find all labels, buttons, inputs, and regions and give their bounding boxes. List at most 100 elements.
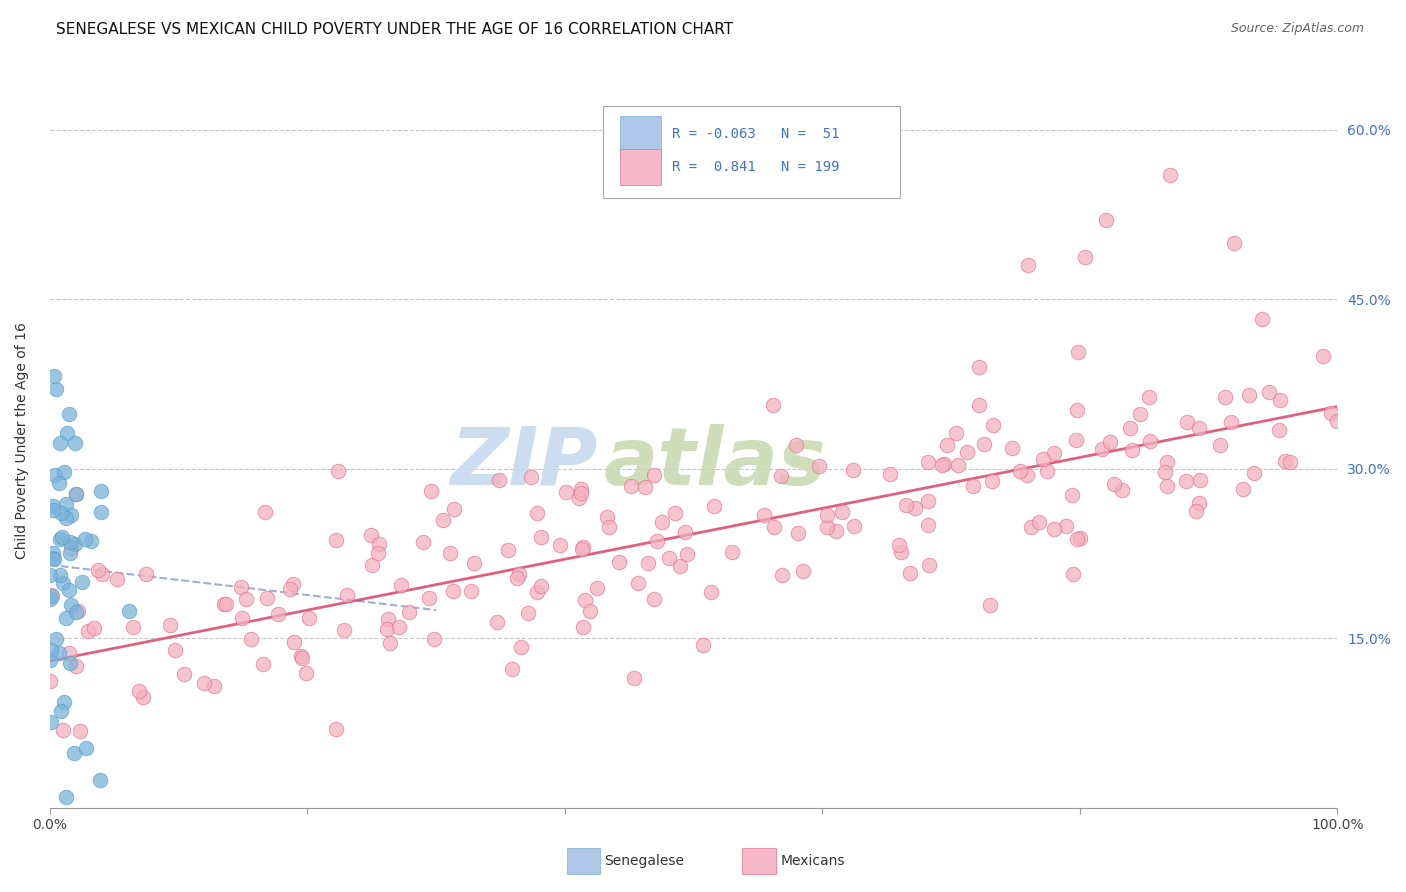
Point bbox=[579, 604, 602, 618]
Text: R = -0.063   N =  51: R = -0.063 N = 51 bbox=[672, 127, 839, 141]
Point bbox=[1278, 455, 1301, 469]
Text: ZIP: ZIP bbox=[450, 424, 598, 501]
Point bbox=[669, 559, 692, 574]
Point bbox=[42, 550, 65, 565]
Point bbox=[55, 497, 77, 511]
Point bbox=[367, 546, 389, 560]
Point bbox=[105, 572, 128, 586]
Text: Source: ZipAtlas.com: Source: ZipAtlas.com bbox=[1230, 22, 1364, 36]
Point bbox=[90, 505, 112, 519]
Point bbox=[1066, 532, 1088, 546]
Point bbox=[193, 676, 215, 690]
Point bbox=[45, 383, 67, 397]
Point bbox=[377, 623, 399, 637]
Point bbox=[1036, 464, 1059, 478]
Point bbox=[752, 508, 775, 522]
Point bbox=[59, 546, 82, 560]
Point bbox=[956, 444, 979, 458]
Point bbox=[51, 530, 73, 544]
Point bbox=[52, 695, 75, 709]
Point bbox=[572, 620, 595, 634]
Point bbox=[520, 470, 543, 484]
Point bbox=[692, 638, 714, 652]
Point bbox=[90, 484, 112, 499]
Point bbox=[463, 557, 485, 571]
Point bbox=[1220, 415, 1243, 429]
Point bbox=[59, 535, 82, 549]
Point bbox=[51, 704, 73, 718]
Point bbox=[488, 473, 510, 487]
Point bbox=[627, 576, 650, 591]
Point bbox=[65, 536, 87, 550]
Point bbox=[388, 620, 411, 634]
Point bbox=[39, 588, 62, 602]
Point bbox=[48, 475, 70, 490]
Point bbox=[1239, 388, 1261, 402]
Point bbox=[252, 657, 274, 671]
Point bbox=[254, 505, 277, 519]
Point bbox=[815, 519, 838, 533]
Point bbox=[1032, 451, 1054, 466]
Point bbox=[44, 552, 66, 566]
Point bbox=[1091, 442, 1114, 457]
Point bbox=[63, 436, 86, 450]
Point bbox=[325, 722, 347, 736]
Point bbox=[1001, 442, 1024, 456]
Text: atlas: atlas bbox=[603, 424, 827, 501]
Point bbox=[135, 567, 157, 582]
Point bbox=[831, 505, 853, 519]
Point bbox=[326, 464, 349, 478]
Point bbox=[1062, 488, 1084, 502]
Point bbox=[1209, 438, 1232, 452]
Point bbox=[377, 611, 399, 625]
Point bbox=[336, 588, 359, 602]
Point bbox=[721, 545, 744, 559]
Point bbox=[69, 724, 91, 739]
Point bbox=[763, 519, 786, 533]
Point bbox=[1102, 477, 1125, 491]
Y-axis label: Child Poverty Under the Age of 16: Child Poverty Under the Age of 16 bbox=[15, 322, 30, 559]
Point bbox=[1073, 250, 1095, 264]
Point bbox=[360, 528, 382, 542]
Point bbox=[657, 551, 679, 566]
Point bbox=[673, 525, 696, 540]
Text: R =  0.841   N = 199: R = 0.841 N = 199 bbox=[672, 160, 839, 174]
Point bbox=[530, 579, 553, 593]
Point bbox=[65, 487, 87, 501]
Point bbox=[44, 467, 66, 482]
Point bbox=[132, 690, 155, 704]
Point bbox=[1251, 312, 1274, 326]
Point bbox=[73, 532, 96, 546]
Point bbox=[785, 438, 807, 452]
Point bbox=[643, 592, 665, 607]
Point bbox=[39, 568, 62, 582]
Point bbox=[844, 519, 866, 533]
Point bbox=[1008, 464, 1031, 478]
Point bbox=[1243, 466, 1265, 480]
Point bbox=[39, 652, 62, 666]
Point bbox=[634, 480, 657, 494]
Point bbox=[294, 666, 316, 681]
Point bbox=[508, 567, 530, 582]
Point bbox=[1119, 421, 1142, 435]
Point bbox=[231, 581, 253, 595]
Point bbox=[973, 437, 995, 451]
Point bbox=[598, 520, 620, 534]
Point bbox=[1188, 496, 1211, 510]
Point bbox=[815, 508, 838, 523]
Point bbox=[439, 546, 461, 560]
Point bbox=[1274, 454, 1296, 468]
Point bbox=[946, 458, 969, 472]
Point bbox=[423, 632, 446, 646]
Point bbox=[91, 566, 114, 581]
Point bbox=[58, 646, 80, 660]
Point bbox=[898, 566, 921, 580]
Point bbox=[1111, 483, 1133, 498]
Point bbox=[121, 620, 143, 634]
Point bbox=[128, 683, 150, 698]
Point bbox=[1042, 522, 1064, 536]
Point bbox=[568, 491, 591, 506]
Point bbox=[165, 642, 187, 657]
Text: Senegalese: Senegalese bbox=[605, 854, 685, 868]
Point bbox=[52, 723, 75, 738]
